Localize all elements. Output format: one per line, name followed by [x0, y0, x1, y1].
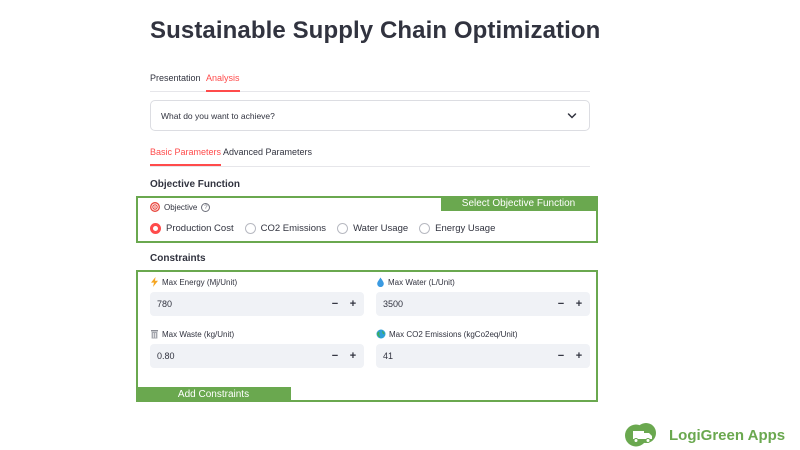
- max-energy-input[interactable]: 780 − +: [150, 292, 364, 316]
- constraints-heading: Constraints: [150, 253, 206, 264]
- expander-label: What do you want to achieve?: [161, 111, 275, 121]
- decrement-button[interactable]: −: [331, 350, 339, 362]
- field-value[interactable]: 41: [383, 351, 394, 361]
- max-energy-label: Max Energy (Mj/Unit): [150, 277, 237, 287]
- max-water-input[interactable]: 3500 − +: [376, 292, 590, 316]
- radio-dot[interactable]: [150, 223, 161, 234]
- radio-dot[interactable]: [419, 223, 431, 234]
- field-label-text: Max Waste (kg/Unit): [162, 329, 235, 339]
- lightning-icon: [151, 277, 158, 287]
- max-water-label: Max Water (L/Unit): [376, 277, 455, 287]
- objective-label-text: Objective: [164, 202, 198, 212]
- max-waste-label: Max Waste (kg/Unit): [150, 329, 234, 339]
- constraints-highlight-box: [136, 270, 598, 402]
- max-waste-input[interactable]: 0.80 − +: [150, 344, 364, 368]
- chevron-down-icon: [567, 113, 577, 119]
- tab-analysis[interactable]: Analysis: [206, 73, 240, 92]
- radio-label: CO2 Emissions: [260, 223, 327, 234]
- radio-co2-emissions[interactable]: CO2 Emissions: [244, 223, 327, 234]
- radio-energy-usage[interactable]: Energy Usage: [419, 223, 495, 234]
- page-title: Sustainable Supply Chain Optimization: [150, 17, 601, 44]
- radio-water-usage[interactable]: Water Usage: [337, 223, 408, 234]
- tab-advanced-parameters[interactable]: Advanced Parameters: [223, 147, 313, 157]
- objective-radio-group: Production Cost CO2 Emissions Water Usag…: [150, 223, 506, 234]
- increment-button[interactable]: +: [575, 350, 583, 362]
- target-icon: [150, 202, 160, 212]
- tree-truck-logo-icon: [625, 423, 656, 447]
- radio-production-cost[interactable]: Production Cost: [150, 223, 234, 234]
- decrement-button[interactable]: −: [557, 350, 565, 362]
- objective-annotation: Select Objective Function: [441, 197, 596, 211]
- field-value[interactable]: 0.80: [157, 351, 175, 361]
- increment-button[interactable]: +: [349, 350, 357, 362]
- goal-expander[interactable]: What do you want to achieve?: [150, 100, 590, 131]
- field-value[interactable]: 780: [157, 299, 173, 309]
- parameter-tab-bar: Basic Parameters Advanced Parameters: [150, 144, 590, 167]
- max-co2-label: Max CO2 Emissions (kgCo2eq/Unit): [376, 329, 517, 339]
- objective-heading: Objective Function: [150, 179, 241, 190]
- main-tab-bar: Presentation Analysis: [150, 70, 590, 92]
- decrement-button[interactable]: −: [557, 298, 565, 310]
- radio-label: Water Usage: [353, 223, 409, 234]
- field-label-text: Max Energy (Mj/Unit): [162, 277, 238, 287]
- constraints-annotation: Add Constraints: [136, 387, 291, 402]
- help-icon[interactable]: ?: [201, 202, 211, 212]
- radio-label: Production Cost: [166, 223, 234, 234]
- droplet-icon: [377, 277, 384, 287]
- increment-button[interactable]: +: [349, 298, 357, 310]
- radio-dot[interactable]: [244, 223, 256, 234]
- field-value[interactable]: 3500: [383, 299, 404, 309]
- field-label-text: Max CO2 Emissions (kgCo2eq/Unit): [389, 329, 518, 339]
- max-co2-input[interactable]: 41 − +: [376, 344, 590, 368]
- objective-label: Objective ?: [150, 202, 211, 212]
- tab-basic-parameters[interactable]: Basic Parameters: [150, 147, 222, 166]
- radio-dot[interactable]: [337, 223, 349, 234]
- radio-label: Energy Usage: [435, 223, 496, 234]
- field-label-text: Max Water (L/Unit): [388, 277, 455, 287]
- tab-presentation[interactable]: Presentation: [150, 73, 201, 83]
- decrement-button[interactable]: −: [331, 298, 339, 310]
- globe-icon: [376, 329, 386, 339]
- increment-button[interactable]: +: [575, 298, 583, 310]
- objective-highlight-box: [136, 196, 598, 243]
- brand-name: LogiGreen Apps: [669, 427, 786, 444]
- trash-icon: [151, 330, 158, 339]
- brand-logo: LogiGreen Apps: [624, 422, 785, 449]
